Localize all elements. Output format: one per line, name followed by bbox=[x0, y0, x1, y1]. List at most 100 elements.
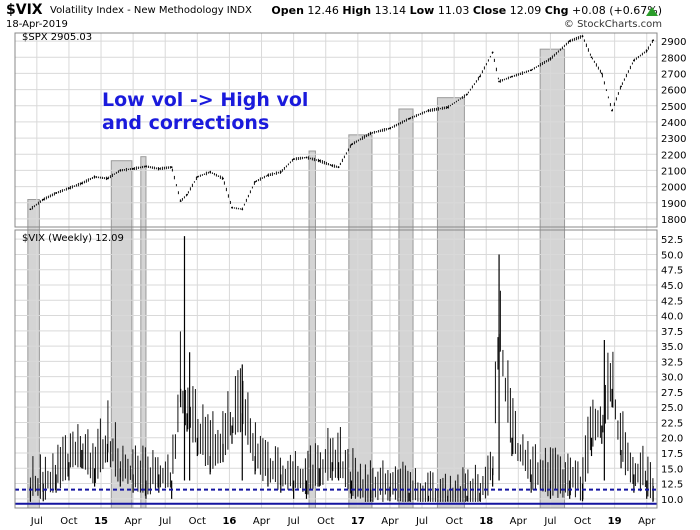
spx-ytick-label: 2800 bbox=[661, 53, 686, 64]
close-label: Close bbox=[472, 4, 507, 17]
x-tick-label: 19 bbox=[608, 516, 622, 527]
annotation-line-2: and corrections bbox=[102, 112, 269, 134]
spx-ytick-label: 2300 bbox=[661, 134, 686, 145]
vix-ytick-label: 25.0 bbox=[661, 403, 683, 414]
spx-point bbox=[318, 159, 321, 162]
spx-point bbox=[186, 193, 188, 196]
spx-point bbox=[511, 75, 513, 78]
spx-point bbox=[478, 75, 481, 78]
spx-point bbox=[157, 167, 160, 170]
spx-point bbox=[389, 127, 391, 130]
x-tick-label: Apr bbox=[253, 516, 271, 527]
vix-ytick-label: 32.5 bbox=[661, 357, 683, 368]
up-arrow-icon bbox=[646, 7, 658, 16]
spx-ytick-label: 2700 bbox=[661, 69, 686, 80]
spx-point bbox=[337, 166, 340, 169]
vix-ytick-label: 47.5 bbox=[661, 266, 683, 277]
spx-point bbox=[42, 198, 45, 201]
vix-ytick-label: 27.5 bbox=[661, 388, 683, 399]
x-tick-label: Jul bbox=[158, 516, 171, 527]
x-tick-label: Oct bbox=[574, 516, 591, 527]
annotation-line-1: Low vol -> High vol bbox=[102, 89, 308, 111]
x-tick-label: Apr bbox=[381, 516, 399, 527]
vix-ytick-label: 40.0 bbox=[661, 312, 683, 323]
credit: © StockCharts.com bbox=[563, 19, 662, 30]
spx-point bbox=[581, 35, 584, 38]
spx-ytick-label: 2000 bbox=[661, 183, 686, 194]
spx-point bbox=[466, 93, 468, 96]
low-label: Low bbox=[409, 4, 435, 17]
description: Volatility Index - New Methodology INDX bbox=[50, 5, 252, 16]
open-label: Open bbox=[271, 4, 304, 17]
spx-point bbox=[652, 39, 655, 42]
spx-ytick-label: 1900 bbox=[661, 199, 686, 210]
shaded-period bbox=[348, 134, 373, 509]
shaded-period bbox=[539, 48, 566, 509]
spx-legend: $SPX 2905.03 bbox=[22, 32, 92, 43]
gridlines bbox=[15, 33, 657, 508]
x-tick-label: Jul bbox=[415, 516, 428, 527]
spx-ytick-label: 2200 bbox=[661, 150, 686, 161]
x-tick-label: Jul bbox=[30, 516, 43, 527]
x-tick-label: Apr bbox=[124, 516, 142, 527]
vix-ytick-label: 15.0 bbox=[661, 464, 683, 475]
spx-point bbox=[292, 158, 295, 161]
high-label: High bbox=[342, 4, 372, 17]
spx-point bbox=[29, 208, 32, 211]
x-tick-label: 18 bbox=[479, 516, 493, 527]
spx-point bbox=[80, 182, 83, 185]
spx-point bbox=[350, 143, 353, 146]
ohlc-summary: Open 12.46 High 13.14 Low 11.03 Close 12… bbox=[271, 4, 662, 17]
spx-point bbox=[632, 59, 635, 62]
spx-point bbox=[254, 180, 257, 183]
vix-ytick-label: 37.5 bbox=[661, 327, 683, 338]
spx-panel bbox=[29, 35, 655, 211]
spx-point bbox=[331, 164, 334, 167]
high-value: 13.14 bbox=[374, 4, 407, 17]
shaded-period bbox=[110, 160, 133, 509]
spx-point bbox=[408, 117, 411, 120]
spx-point bbox=[568, 40, 571, 42]
axes: 1800 1900 2000 2100 2200 2300 2400 2500 2600 2700… bbox=[14, 32, 686, 527]
spx-point bbox=[241, 208, 244, 211]
spx-point bbox=[196, 175, 199, 178]
x-tick-label: Jul bbox=[543, 516, 556, 527]
spx-point bbox=[93, 175, 96, 178]
close-value: 12.09 bbox=[509, 4, 542, 17]
spx-point bbox=[145, 165, 147, 168]
open-value: 12.46 bbox=[307, 4, 339, 17]
spx-point bbox=[231, 206, 233, 209]
vix-ytick-label: 42.5 bbox=[661, 296, 683, 307]
spx-point bbox=[645, 49, 648, 52]
x-tick-label: 16 bbox=[222, 516, 236, 527]
chg-value: +0.08 (+0.67%) bbox=[572, 4, 662, 17]
spx-point bbox=[530, 69, 533, 72]
shaded-period bbox=[398, 108, 414, 509]
x-tick-label: Jul bbox=[287, 516, 300, 527]
spx-point bbox=[179, 200, 182, 203]
vix-legend: $VIX (Weekly) 12.09 bbox=[22, 233, 124, 244]
spx-point bbox=[55, 192, 57, 194]
x-tick-label: 17 bbox=[351, 516, 365, 527]
vix-panel bbox=[15, 236, 657, 505]
spx-panel-border bbox=[14, 32, 658, 228]
x-tick-label: Oct bbox=[60, 516, 77, 527]
vix-ytick-label: 50.0 bbox=[661, 250, 683, 261]
spx-point bbox=[498, 80, 500, 83]
shaded-period bbox=[436, 97, 465, 509]
vix-ytick-label: 35.0 bbox=[661, 342, 683, 353]
spx-point bbox=[170, 166, 173, 169]
spx-point bbox=[600, 72, 603, 75]
x-tick-label: Apr bbox=[510, 516, 528, 527]
spx-point bbox=[590, 56, 593, 59]
chg-label: Chg bbox=[544, 4, 569, 17]
symbol: $VIX bbox=[6, 2, 43, 18]
vix-ytick-label: 52.5 bbox=[661, 235, 683, 246]
x-tick-label: 15 bbox=[94, 516, 108, 527]
spx-ytick-label: 2500 bbox=[661, 102, 686, 113]
x-tick-label: Apr bbox=[638, 516, 656, 527]
vix-ytick-label: 10.0 bbox=[661, 495, 683, 506]
x-tick-label: Oct bbox=[189, 516, 206, 527]
